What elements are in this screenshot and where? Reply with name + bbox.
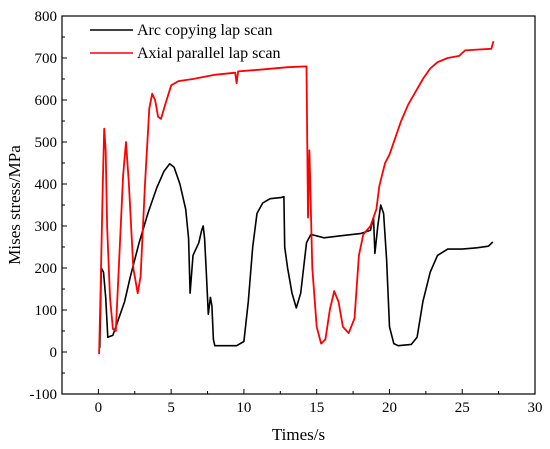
plot-area: 0 5 10 15 20 25 30 -100 0 100 200 300 400 500 600 700 8… <box>30 9 543 416</box>
y-tick-label: -100 <box>30 387 58 403</box>
y-tick-label: 300 <box>35 219 58 235</box>
x-tick-label: 5 <box>167 400 175 416</box>
y-tick-label: 500 <box>35 135 58 151</box>
y-axis-title: Mises stress/MPa <box>5 145 24 265</box>
y-axis-ticks: -100 0 100 200 300 400 500 600 700 800 <box>30 9 67 403</box>
x-tick-label: 10 <box>236 400 251 416</box>
series-layer <box>98 40 495 355</box>
plot-frame <box>61 15 536 395</box>
x-axis-ticks: 0 5 10 15 20 25 30 <box>61 389 543 416</box>
legend-label-axial-parallel: Axial parallel lap scan <box>137 45 281 62</box>
x-axis-title: Times/s <box>272 425 325 444</box>
series-line-0 <box>99 163 494 348</box>
y-tick-label: 600 <box>35 93 58 109</box>
y-tick-label: 200 <box>35 261 58 277</box>
y-tick-label: 400 <box>35 177 58 193</box>
x-tick-label: 20 <box>382 400 397 416</box>
legend-label-arc-copying: Arc copying lap scan <box>137 22 273 39</box>
legend: Arc copying lap scan Axial parallel lap … <box>90 22 281 62</box>
x-tick-label: 0 <box>95 400 103 416</box>
y-tick-label: 0 <box>50 345 58 361</box>
x-tick-label: 30 <box>528 400 543 416</box>
x-tick-label: 15 <box>309 400 324 416</box>
y-tick-label: 800 <box>35 9 58 25</box>
y-tick-label: 700 <box>35 51 58 67</box>
x-tick-label: 25 <box>455 400 470 416</box>
y-tick-label: 100 <box>35 303 58 319</box>
series-line-1 <box>98 40 495 355</box>
